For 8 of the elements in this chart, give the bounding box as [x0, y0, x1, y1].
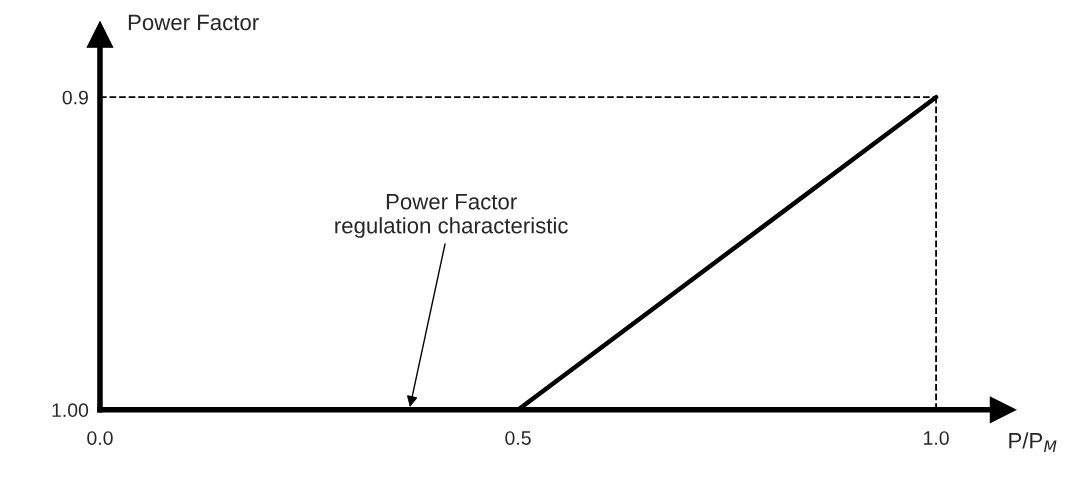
- x-tick-label: 0.0: [87, 431, 113, 445]
- y-axis-title: Power Factor: [128, 14, 259, 31]
- y-tick-label: 1.00: [52, 403, 89, 418]
- x-tick-label: 1.0: [924, 431, 949, 445]
- annotation: Power Factor regulation characteristic: [335, 194, 568, 238]
- x-axis-title: P/P$_{M}$: [1009, 432, 1057, 452]
- x-tick-label: 0.5: [505, 431, 531, 445]
- y-tick-label: 0.9: [62, 90, 88, 105]
